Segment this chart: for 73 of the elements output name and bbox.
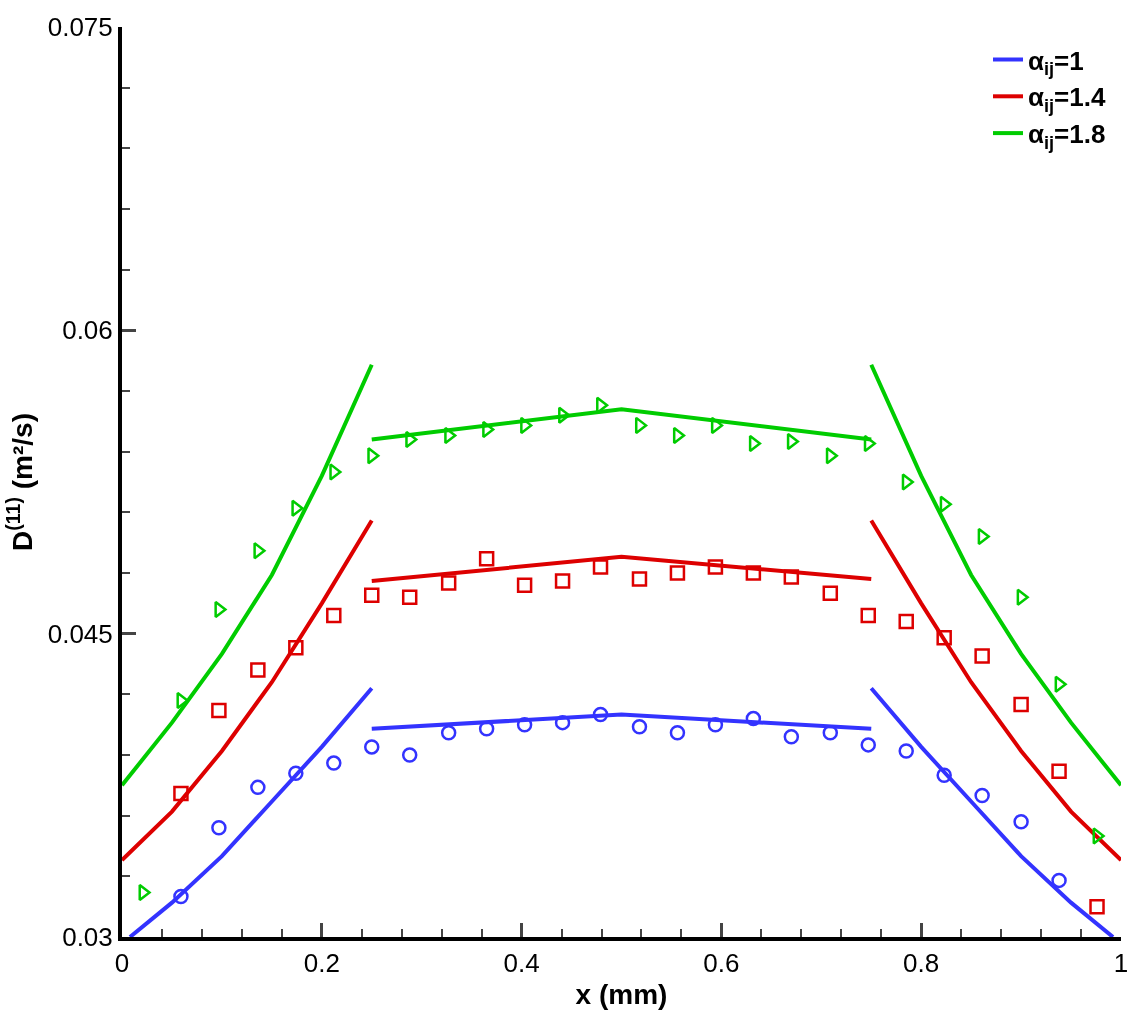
y-tick-label: 0.03 xyxy=(62,922,113,953)
point xyxy=(440,575,457,591)
point xyxy=(173,785,189,802)
point xyxy=(1054,675,1067,693)
point xyxy=(786,432,800,451)
point xyxy=(326,607,342,624)
point xyxy=(936,629,952,646)
y-tick-label: 0.045 xyxy=(47,618,113,649)
point xyxy=(634,416,648,435)
point xyxy=(250,779,266,796)
point xyxy=(554,573,571,589)
point xyxy=(250,662,266,678)
point xyxy=(783,729,800,745)
point xyxy=(173,888,189,905)
point xyxy=(329,463,342,481)
point xyxy=(631,571,648,587)
point xyxy=(592,559,609,575)
point xyxy=(1013,696,1029,713)
point xyxy=(1089,898,1105,915)
point xyxy=(936,767,952,783)
point xyxy=(825,446,839,465)
point xyxy=(516,716,533,733)
point xyxy=(748,434,762,453)
point xyxy=(745,565,762,581)
point xyxy=(401,747,418,763)
point xyxy=(211,702,227,719)
y-tick-label: 0.06 xyxy=(62,315,113,346)
point xyxy=(669,565,686,581)
point xyxy=(592,706,609,723)
point xyxy=(1051,763,1067,779)
point xyxy=(669,725,686,741)
point xyxy=(707,716,724,733)
point xyxy=(554,714,571,731)
point xyxy=(822,585,839,601)
point xyxy=(326,755,342,771)
x-tick-label: 0.2 xyxy=(303,948,340,979)
point xyxy=(478,551,495,567)
point xyxy=(860,737,876,753)
point xyxy=(288,640,304,656)
point xyxy=(898,613,914,630)
point xyxy=(672,426,686,445)
y-tick-label: 0.075 xyxy=(47,12,113,43)
point xyxy=(516,577,533,593)
point xyxy=(1013,813,1029,830)
point xyxy=(364,587,380,603)
point xyxy=(288,765,304,781)
x-axis-title: x (mm) xyxy=(575,978,668,1010)
point xyxy=(1092,827,1105,845)
point xyxy=(707,559,724,575)
x-tick-label: 0 xyxy=(114,948,130,979)
x-tick-label: 0.4 xyxy=(503,948,540,979)
x-tick-label: 1 xyxy=(1113,948,1129,979)
point xyxy=(901,473,914,491)
point xyxy=(898,743,914,759)
point xyxy=(401,589,418,606)
point xyxy=(974,787,990,804)
point xyxy=(253,542,266,560)
point xyxy=(860,607,876,624)
point xyxy=(939,495,952,513)
x-tick-label: 0.8 xyxy=(903,948,940,979)
legend-label: α$_{ij}$=1.8 xyxy=(1028,119,1106,153)
point xyxy=(783,569,800,585)
x-tick-label: 0.6 xyxy=(703,948,740,979)
point xyxy=(745,710,762,727)
point xyxy=(364,739,380,755)
point xyxy=(710,416,724,435)
point xyxy=(440,725,457,741)
point xyxy=(631,718,648,735)
legend-label: α$_{ij}$=1.4 xyxy=(1028,82,1106,116)
point xyxy=(211,820,227,836)
point xyxy=(974,648,990,664)
legend-label: α$_{ij}$=1 xyxy=(1028,45,1084,80)
point xyxy=(1051,872,1067,889)
